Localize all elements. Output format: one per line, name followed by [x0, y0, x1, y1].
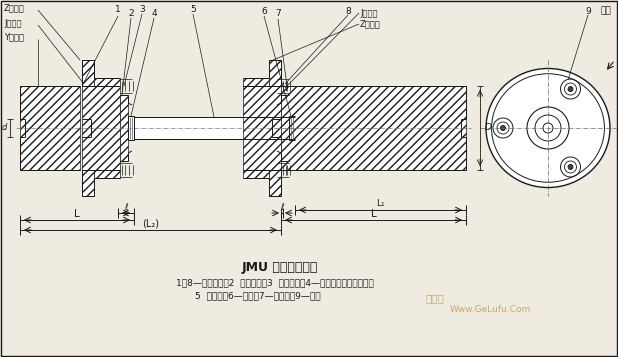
Bar: [269, 170, 281, 196]
Text: 8: 8: [345, 6, 351, 15]
Text: J型轴孔: J型轴孔: [360, 9, 378, 17]
Bar: [281, 95, 289, 161]
Text: Y型轴孔: Y型轴孔: [4, 32, 24, 41]
Bar: [269, 60, 281, 86]
Bar: [289, 116, 295, 140]
Bar: [128, 116, 134, 140]
Text: Www.GeLufu.Com: Www.GeLufu.Com: [449, 306, 531, 315]
Text: 大机械: 大机械: [426, 293, 444, 303]
Circle shape: [543, 123, 553, 133]
Text: Z型轴孔: Z型轴孔: [4, 4, 25, 12]
Text: 4: 4: [151, 9, 157, 17]
Bar: [243, 78, 269, 86]
Text: ℓ: ℓ: [280, 202, 284, 211]
Text: 1: 1: [115, 5, 121, 15]
Text: JMU 型膜片联轴器: JMU 型膜片联轴器: [242, 261, 318, 275]
Bar: [120, 95, 128, 161]
Text: ℓ: ℓ: [124, 202, 128, 211]
Bar: [82, 60, 94, 86]
Text: 5: 5: [190, 5, 196, 14]
Text: L: L: [74, 209, 80, 219]
Bar: [82, 86, 120, 170]
Bar: [94, 78, 120, 86]
Bar: [134, 117, 295, 139]
Text: L₁: L₁: [376, 200, 385, 208]
Text: D: D: [485, 124, 492, 132]
Ellipse shape: [486, 69, 610, 187]
Circle shape: [568, 165, 573, 170]
Circle shape: [568, 86, 573, 91]
Bar: [281, 86, 466, 170]
Text: 2: 2: [128, 9, 134, 17]
Bar: [94, 170, 120, 178]
Text: L: L: [371, 209, 376, 219]
Circle shape: [501, 126, 506, 131]
Text: 9: 9: [585, 6, 591, 15]
Bar: [243, 170, 269, 178]
Text: 标志: 标志: [601, 6, 611, 15]
Text: 1、8—半联轴器；2  扣紧螺母；3  六角螺母；4—六角头撕制孔用螺栓；: 1、8—半联轴器；2 扣紧螺母；3 六角螺母；4—六角头撕制孔用螺栓；: [176, 278, 374, 287]
Text: Z型轴孔: Z型轴孔: [360, 20, 381, 29]
Text: J型轴孔: J型轴孔: [4, 19, 22, 27]
Text: d: d: [2, 124, 7, 132]
Text: 5  中间轴；6—隔圈；7—支承圈；9—膜片: 5 中间轴；6—隔圈；7—支承圈；9—膜片: [195, 292, 321, 301]
Bar: [82, 170, 94, 196]
Bar: [20, 86, 80, 170]
Text: 6: 6: [261, 6, 267, 15]
Ellipse shape: [491, 74, 604, 182]
Bar: [243, 86, 281, 170]
Text: 7: 7: [275, 10, 281, 19]
Text: (L₂): (L₂): [142, 219, 159, 229]
Text: 3: 3: [139, 5, 145, 14]
